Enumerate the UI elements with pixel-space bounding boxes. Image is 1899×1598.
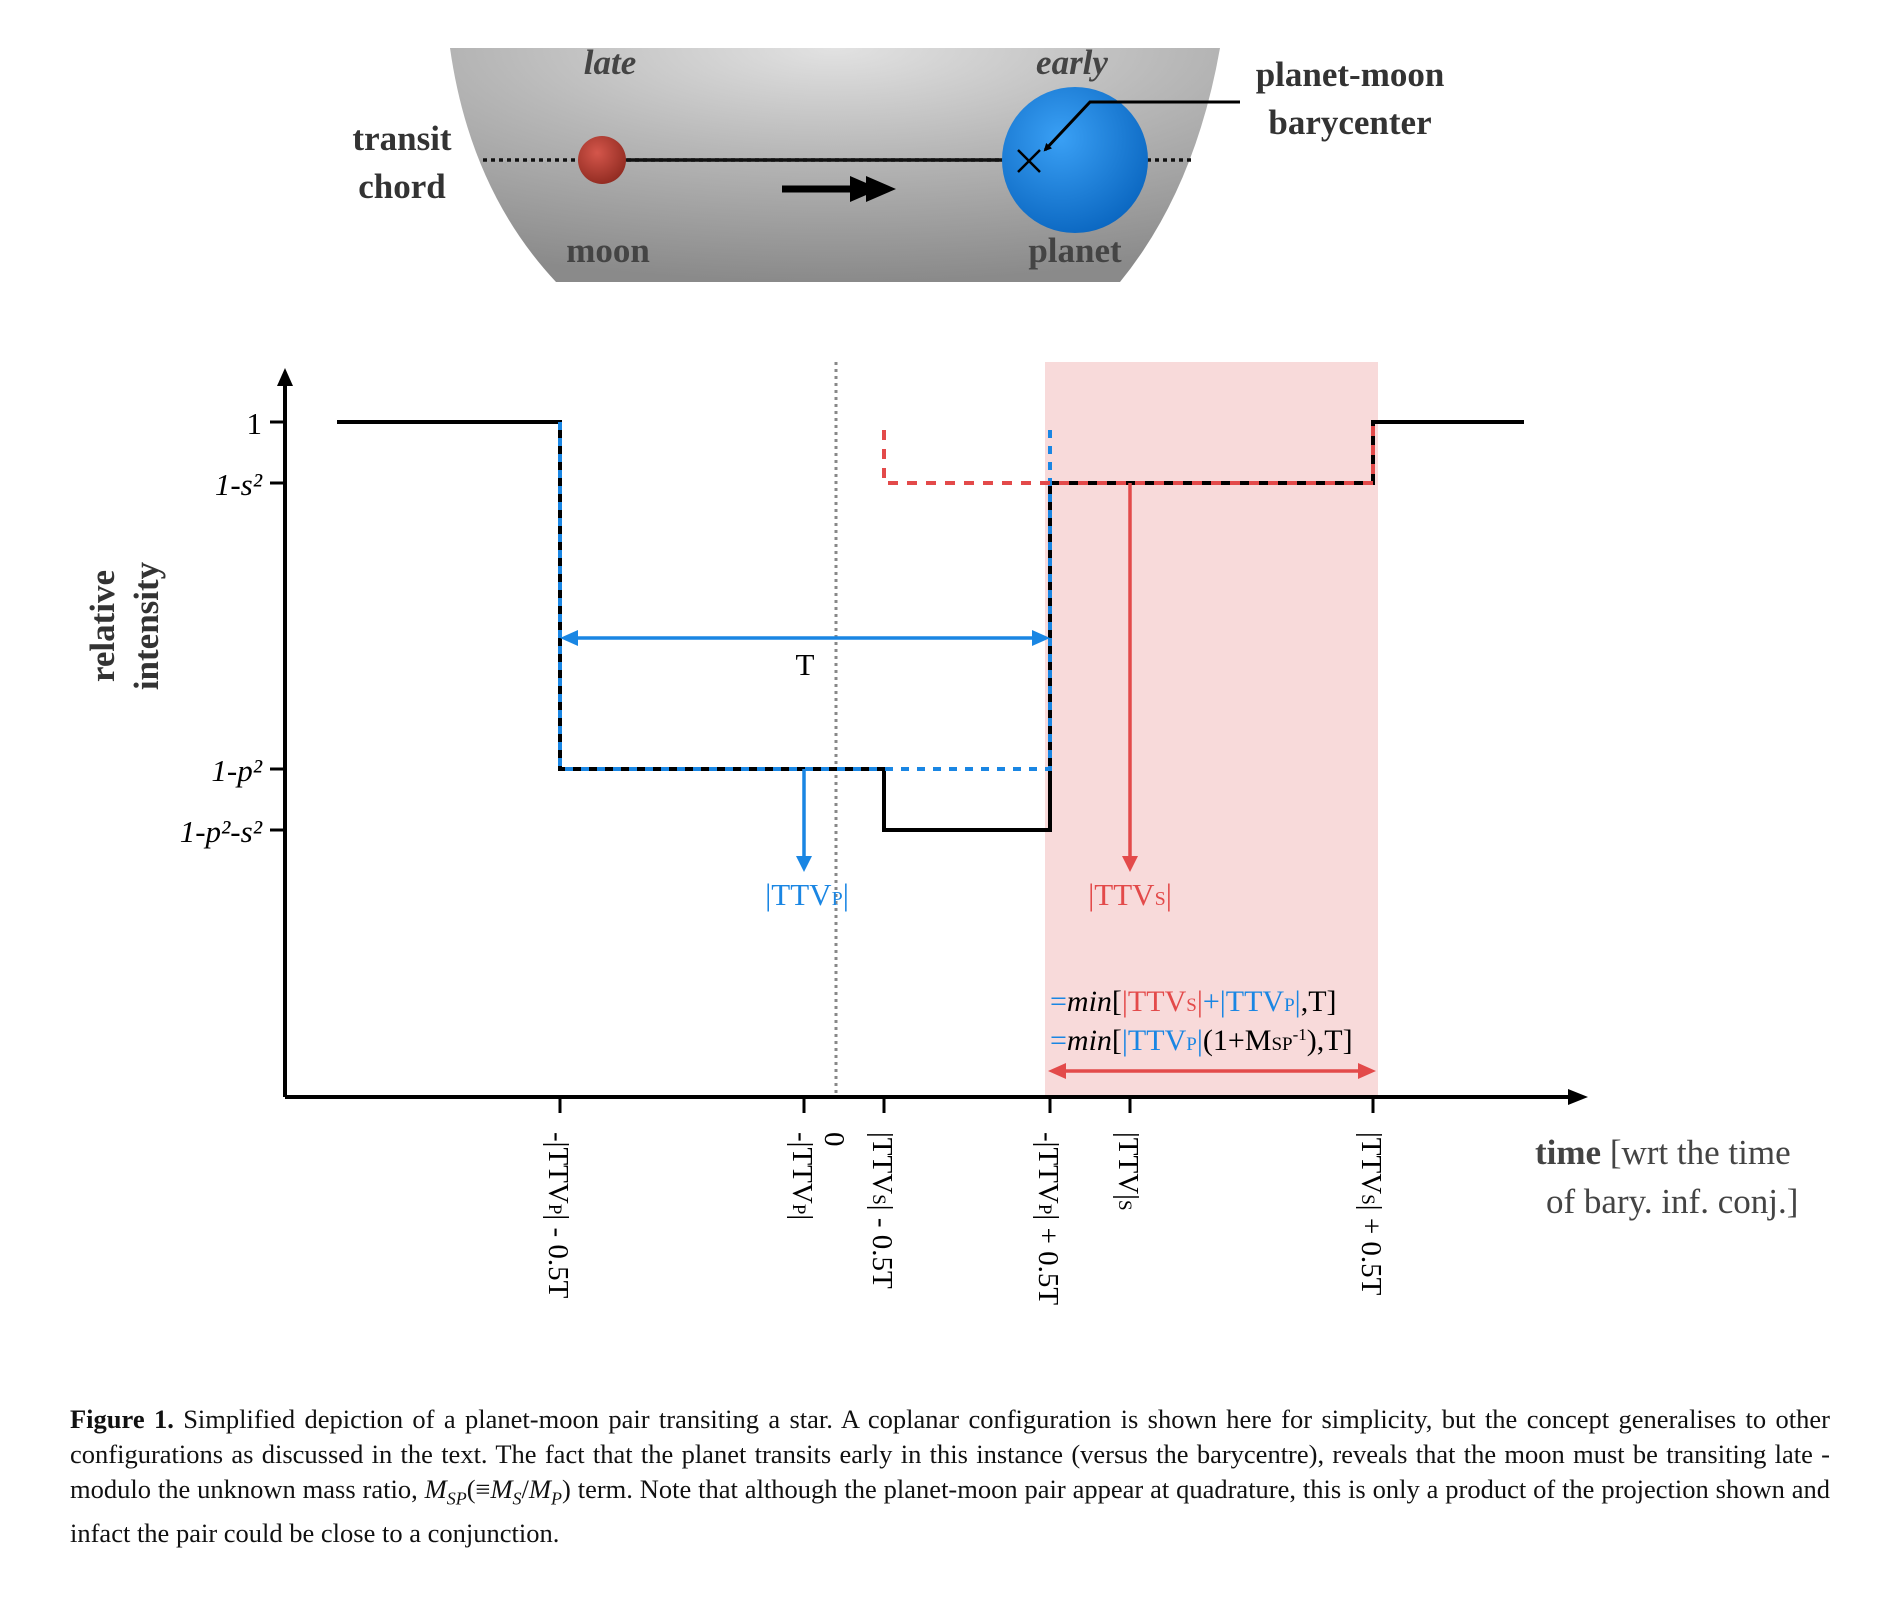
late-label: late [584,43,636,82]
ttvp-arrowhead [796,856,812,872]
xtick-label-zero: 0 [818,1132,850,1147]
barycenter-label-2: barycenter [1268,103,1431,142]
y-ticks [270,420,285,832]
formula-2: =min[|TTVP|(1+MSP-1),T] [1050,1024,1353,1057]
x-axis-label-1: time [wrt the time [1535,1133,1791,1172]
moon-body [578,136,626,184]
light-curve-plot: 1 1-s² 1-p² 1-p²-s² relative intensity T… [83,362,1798,1305]
x-axis-arrowhead [1568,1089,1588,1105]
duration-label: T [796,647,815,682]
xtick-label-2: -|TTVP| [786,1132,818,1220]
xtick-label-6: |TTVS| + 0.5T [1355,1132,1387,1296]
moon-light-curve [882,422,1375,485]
y-axis-label-2: intensity [127,561,166,690]
caption-label: Figure 1. [70,1404,174,1434]
figure-caption: Figure 1. Simplified depiction of a plan… [70,1404,1830,1549]
planet-light-curve [558,422,1052,771]
figure: late early transit chord planet-moon bar… [83,43,1798,1305]
xtick-label-4: -|TTVP| + 0.5T [1032,1132,1064,1305]
duration-arrow [560,630,1050,646]
xtick-label-3: |TTVS| - 0.5T [866,1132,898,1289]
barycenter-label-1: planet-moon [1256,55,1445,94]
transit-chord-label-2: chord [358,167,446,206]
planet-body [1002,87,1148,233]
y-axis-arrowhead [277,368,293,386]
ttvs-arrowhead [1122,856,1138,872]
ytick-1-p2: 1-p² [211,753,262,788]
xtick-label-5: |TTV|S [1112,1132,1144,1211]
early-label: early [1036,43,1108,82]
motion-arrow [782,176,896,202]
ytick-1: 1 [247,406,263,441]
planet-label: planet [1028,231,1122,270]
ytick-1-s2: 1-s² [215,467,263,502]
star-illustration: late early transit chord planet-moon bar… [352,43,1444,282]
barycenter-cross [1017,149,1041,173]
barycenter-pointer [1043,100,1240,152]
xtick-label-1: -|TTVP| - 0.5T [542,1132,574,1299]
moon-label: moon [566,231,650,270]
x-ticks [558,1097,1375,1113]
window-arrow [1048,1063,1376,1079]
y-axis-label-1: relative [83,570,122,682]
x-axis-label-2: of bary. inf. conj.] [1546,1182,1798,1221]
ytick-1-p2-s2: 1-p²-s² [180,814,263,849]
transit-chord-label-1: transit [352,119,452,158]
